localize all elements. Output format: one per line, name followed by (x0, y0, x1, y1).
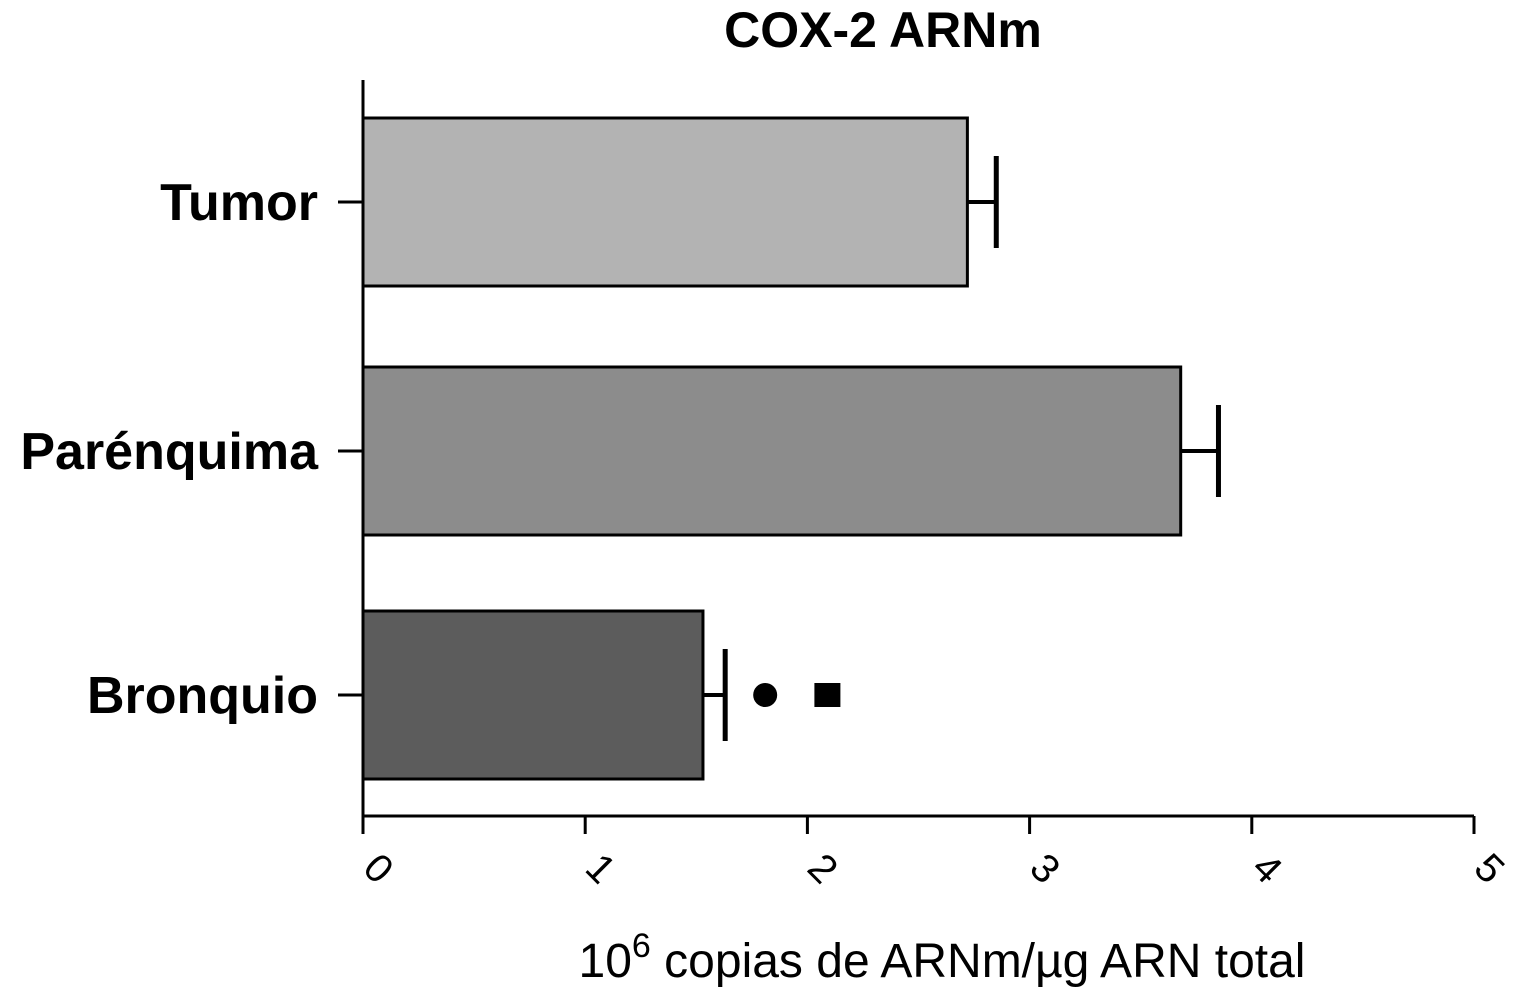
x-tick-label: 3 (1021, 845, 1068, 892)
category-label-bronquio: Bronquio (87, 667, 318, 725)
category-label-parenquima: Parénquima (20, 423, 319, 481)
bar-tumor (361, 116, 969, 288)
x-tick-label: 2 (799, 845, 846, 892)
x-axis-ticks: 0 1 2 3 4 5 (355, 816, 1513, 892)
x-axis-label-rest: copias de ARNm/µg ARN total (651, 935, 1306, 988)
x-axis-label-base: 10 (579, 935, 632, 988)
x-tick-label: 4 (1244, 845, 1291, 892)
y-axis-categories: Tumor Parénquima Bronquio (20, 174, 363, 725)
x-tick-label: 5 (1466, 845, 1513, 892)
x-tick-label: 0 (355, 845, 402, 892)
category-label-tumor: Tumor (160, 174, 318, 232)
significance-circle-marker (753, 683, 778, 707)
significance-square-marker (814, 683, 841, 707)
bars (361, 116, 1221, 781)
bar-bronquio (361, 609, 705, 781)
bar-parenquima (361, 365, 1183, 537)
chart-title: COX-2 ARNm (724, 2, 1042, 58)
x-axis-label: 106 copias de ARNm/µg ARN total (579, 927, 1306, 988)
x-tick-label: 1 (577, 845, 624, 892)
x-axis-label-superscript: 6 (632, 927, 651, 965)
